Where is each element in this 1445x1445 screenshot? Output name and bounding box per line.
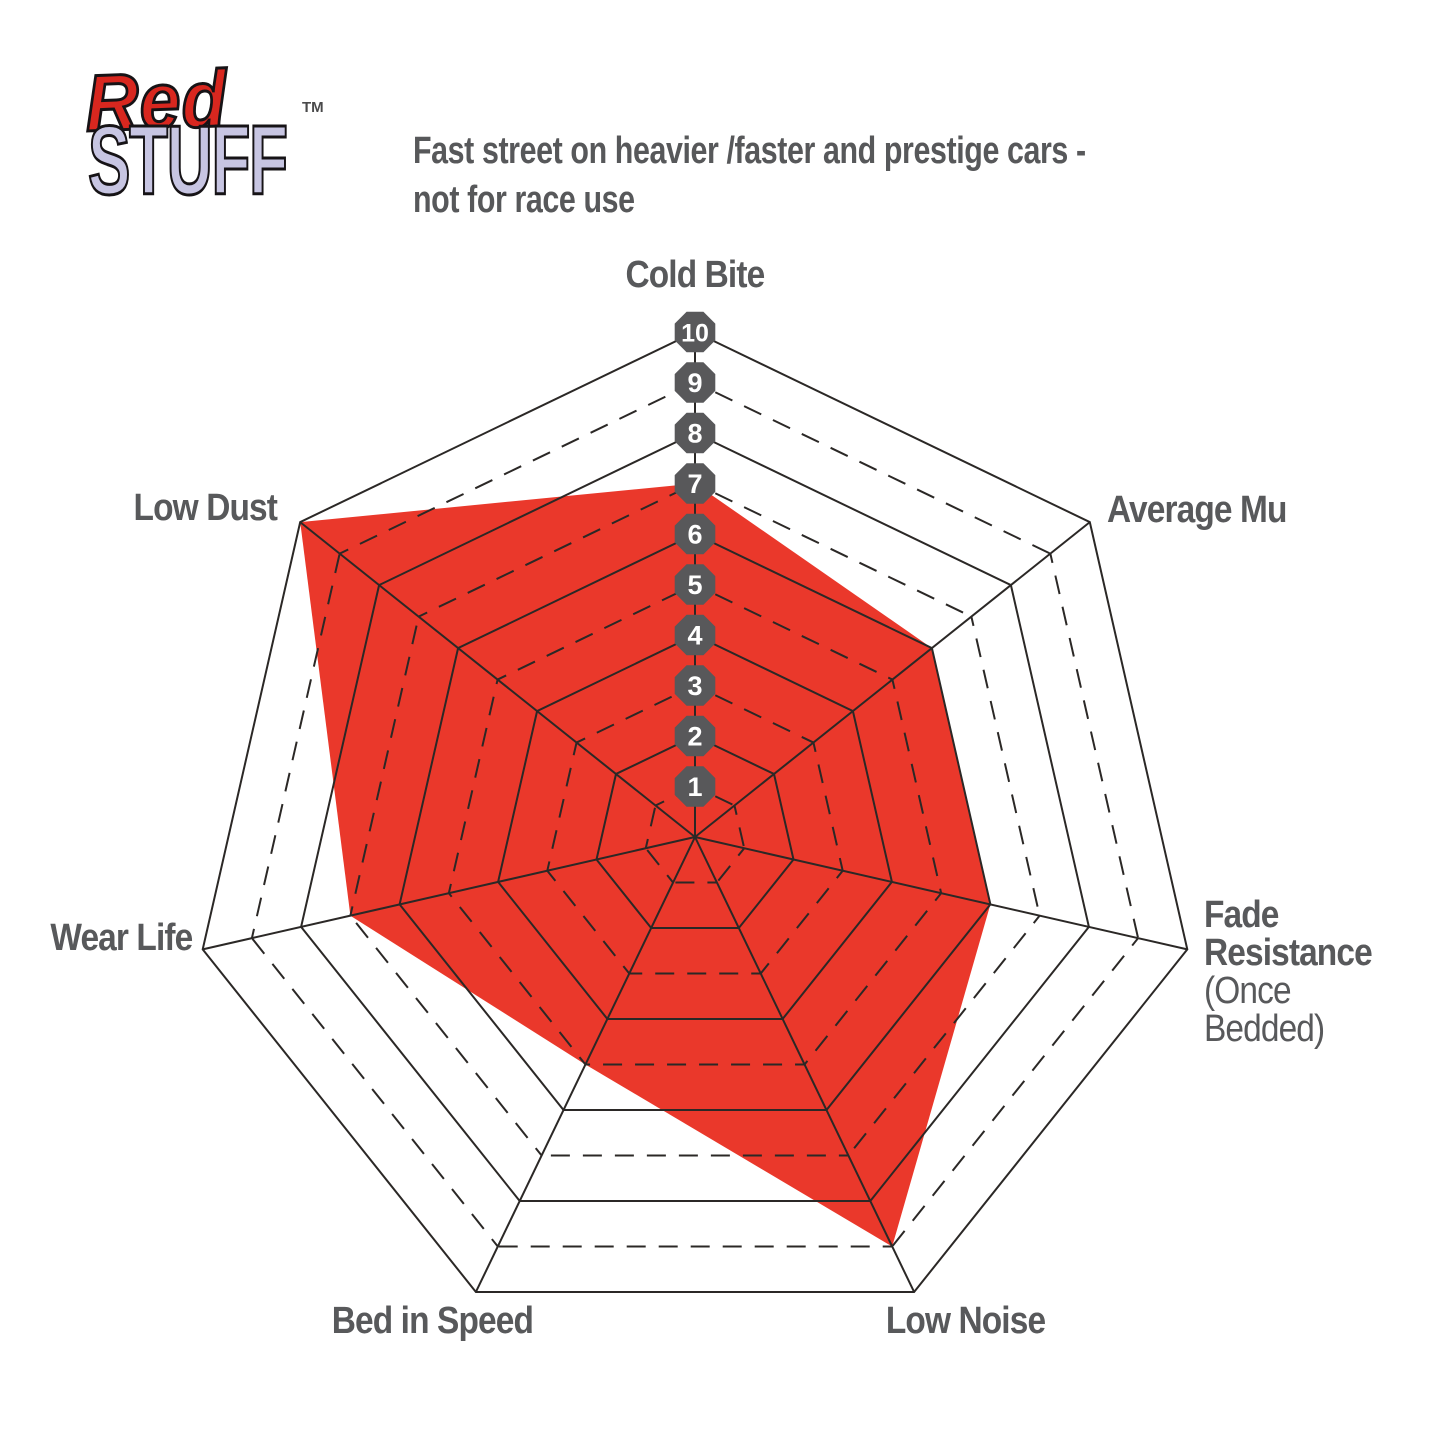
axis-label-text: Low Dust — [133, 487, 278, 529]
axis-spoke-2 — [694, 836, 1188, 951]
grid-ring-9-edge-0 — [694, 381, 1051, 555]
scale-badge-label-1: 1 — [687, 772, 702, 802]
scale-badge-6 — [674, 513, 716, 555]
grid-ring-1-edge-4 — [644, 847, 674, 884]
grid-ring-9-edge-6 — [339, 381, 696, 555]
scale-badge-label-7: 7 — [687, 469, 702, 499]
grid-ring-1-edge-1 — [733, 805, 746, 849]
grid-ring-3-edge-5 — [546, 742, 578, 871]
grid-ring-3-edge-6 — [576, 684, 696, 744]
series-polygon — [300, 483, 991, 1247]
scale-badge-label-4: 4 — [687, 621, 702, 651]
axis-label-text: Wear Life — [50, 917, 193, 959]
scale-badge-5 — [674, 564, 716, 605]
grid-ring-7-edge-2 — [847, 915, 1041, 1157]
grid-ring-7-edge-6 — [418, 482, 696, 618]
grid-ring-7-edge-5 — [349, 616, 420, 916]
scale-badge-8 — [674, 412, 716, 454]
grid-ring-2 — [595, 734, 795, 929]
grid-ring-9-edge-1 — [1049, 553, 1140, 939]
grid-ring-3-edge-1 — [812, 742, 844, 871]
axis-spoke-6 — [299, 521, 696, 838]
axis-label-cold-bite: Cold Bite — [495, 256, 895, 294]
subtitle-line1: Fast street on heavier /faster and prest… — [413, 130, 1086, 172]
axis-label-low-noise: Low Noise — [766, 1302, 1166, 1340]
axis-spoke-3 — [694, 836, 916, 1293]
grid-ring-1-edge-2 — [716, 847, 746, 884]
scale-badge-label-2: 2 — [687, 722, 702, 752]
scale-badge-10 — [674, 311, 716, 353]
grid-ring-7-edge-1 — [970, 616, 1041, 916]
grid-ring-5-edge-2 — [803, 892, 942, 1066]
axis-spoke-5 — [202, 836, 696, 951]
axis-label-low-dust: Low Dust — [0, 487, 278, 529]
scale-badge-2 — [674, 715, 716, 757]
axis-label-wear-life: Wear Life — [0, 917, 193, 959]
grid-ring-4 — [497, 633, 893, 1020]
axis-label-bed-in-speed: Bed in Speed — [232, 1302, 632, 1340]
axis-label-text: Average Mu — [1107, 489, 1287, 531]
grid-ring-5-edge-6 — [497, 583, 696, 681]
grid-ring-9-edge-2 — [891, 937, 1139, 1248]
scale-badge-label-5: 5 — [687, 570, 702, 600]
axis-label-sub: (Once Bedded) — [1204, 970, 1325, 1050]
grid-ring-8 — [300, 431, 1090, 1202]
scale-badge-label-8: 8 — [687, 419, 702, 449]
scale-badge-4 — [674, 614, 716, 656]
grid-ring-7-edge-0 — [694, 482, 972, 618]
grid-ring-1-edge-5 — [644, 805, 657, 849]
axis-label-text: Bed in Speed — [331, 1300, 533, 1342]
axis-label-fade-resistance: Fade Resistance (Once Bedded) — [1204, 896, 1445, 1048]
axis-label-text: Low Noise — [886, 1300, 1046, 1342]
axis-label-text: Fade Resistance (Once Bedded) — [1204, 896, 1393, 1048]
scale-badge-1 — [674, 766, 716, 807]
scale-badge-7 — [674, 463, 716, 504]
axis-spoke-1 — [694, 521, 1091, 838]
grid-ring-5-edge-5 — [447, 679, 499, 894]
scale-badge-label-9: 9 — [687, 368, 702, 398]
logo-word-stuff: STUFF — [87, 104, 289, 217]
subtitle-line2: not for race use — [413, 179, 635, 221]
axis-label-text: Cold Bite — [625, 254, 766, 296]
scale-badge-label-10: 10 — [681, 320, 709, 348]
grid-ring-5-edge-4 — [448, 892, 587, 1066]
grid-ring-9-edge-5 — [250, 553, 341, 939]
grid-ring-9-edge-4 — [251, 937, 499, 1248]
grid-ring-3-edge-4 — [546, 870, 631, 975]
grid-ring-7-edge-4 — [349, 915, 543, 1157]
scale-badge-3 — [674, 665, 716, 706]
axis-label-main: Fade Resistance — [1204, 894, 1373, 974]
trademark-symbol: TM — [302, 99, 324, 116]
grid-ring-5-edge-0 — [694, 583, 893, 681]
chart-subtitle: Fast street on heavier /faster and prest… — [413, 127, 1254, 225]
grid-ring-3-edge-0 — [694, 684, 814, 744]
axis-spoke-4 — [474, 836, 696, 1293]
axis-label-average-mu: Average Mu — [1107, 491, 1445, 529]
scale-badge-label-3: 3 — [687, 671, 702, 701]
scale-badge-9 — [674, 362, 716, 403]
grid-ring-10 — [201, 330, 1189, 1293]
scale-badge-label-6: 6 — [687, 520, 702, 550]
grid-ring-6 — [398, 532, 992, 1111]
grid-ring-5-edge-1 — [891, 679, 943, 894]
grid-ring-3-edge-2 — [759, 870, 844, 975]
